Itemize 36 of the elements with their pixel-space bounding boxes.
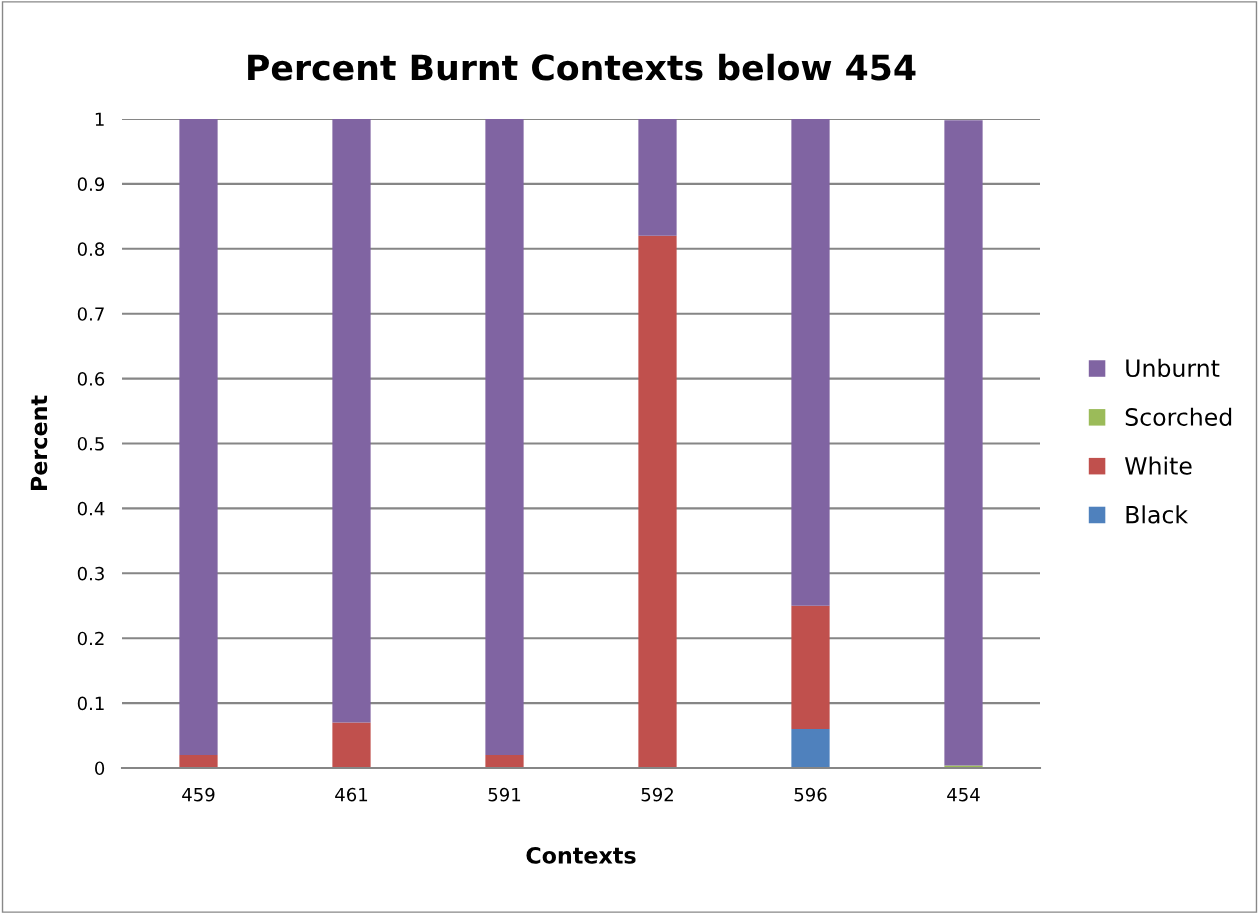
bar (791, 605, 830, 730)
bar (485, 119, 524, 756)
x-tick-label: 454 (947, 788, 980, 802)
y-tick-label: 0.1 (77, 696, 104, 711)
y-tick-label: 0.9 (77, 177, 105, 192)
y-tick-label: 0.5 (77, 436, 104, 451)
legend-label: Black (1126, 505, 1189, 524)
y-tick-label: 0 (95, 761, 105, 776)
x-tick-label: 461 (335, 787, 368, 802)
y-tick-label: 0.4 (77, 501, 105, 516)
bar (944, 120, 983, 766)
bar (638, 235, 677, 768)
bar (485, 755, 524, 768)
x-tick-label: 592 (641, 787, 673, 802)
y-tick-label: 0.2 (77, 631, 104, 646)
bar (179, 119, 218, 756)
chart-title: Percent Burnt Contexts below 454 (248, 53, 916, 81)
legend-label: Unburnt (1126, 358, 1220, 378)
y-tick-label: 0.6 (77, 372, 105, 386)
y-axis-title: Percent (30, 395, 48, 490)
x-tick-label: 591 (488, 787, 521, 802)
bar (791, 729, 830, 768)
y-tick-label: 0.7 (77, 307, 104, 321)
y-tick-label: 0.8 (77, 242, 105, 256)
bar (332, 722, 371, 768)
x-axis-title: Contexts (526, 846, 636, 864)
bar (179, 755, 218, 768)
y-tick-label: 0.3 (77, 566, 104, 581)
legend-label: Scorched (1125, 407, 1232, 426)
x-tick-label: 459 (182, 787, 215, 802)
y-tick-label: 1 (95, 112, 104, 126)
bar (791, 119, 830, 606)
bar (638, 119, 677, 236)
legend-label: White (1124, 456, 1192, 475)
x-tick-label: 596 (794, 787, 827, 802)
bar (332, 119, 371, 723)
